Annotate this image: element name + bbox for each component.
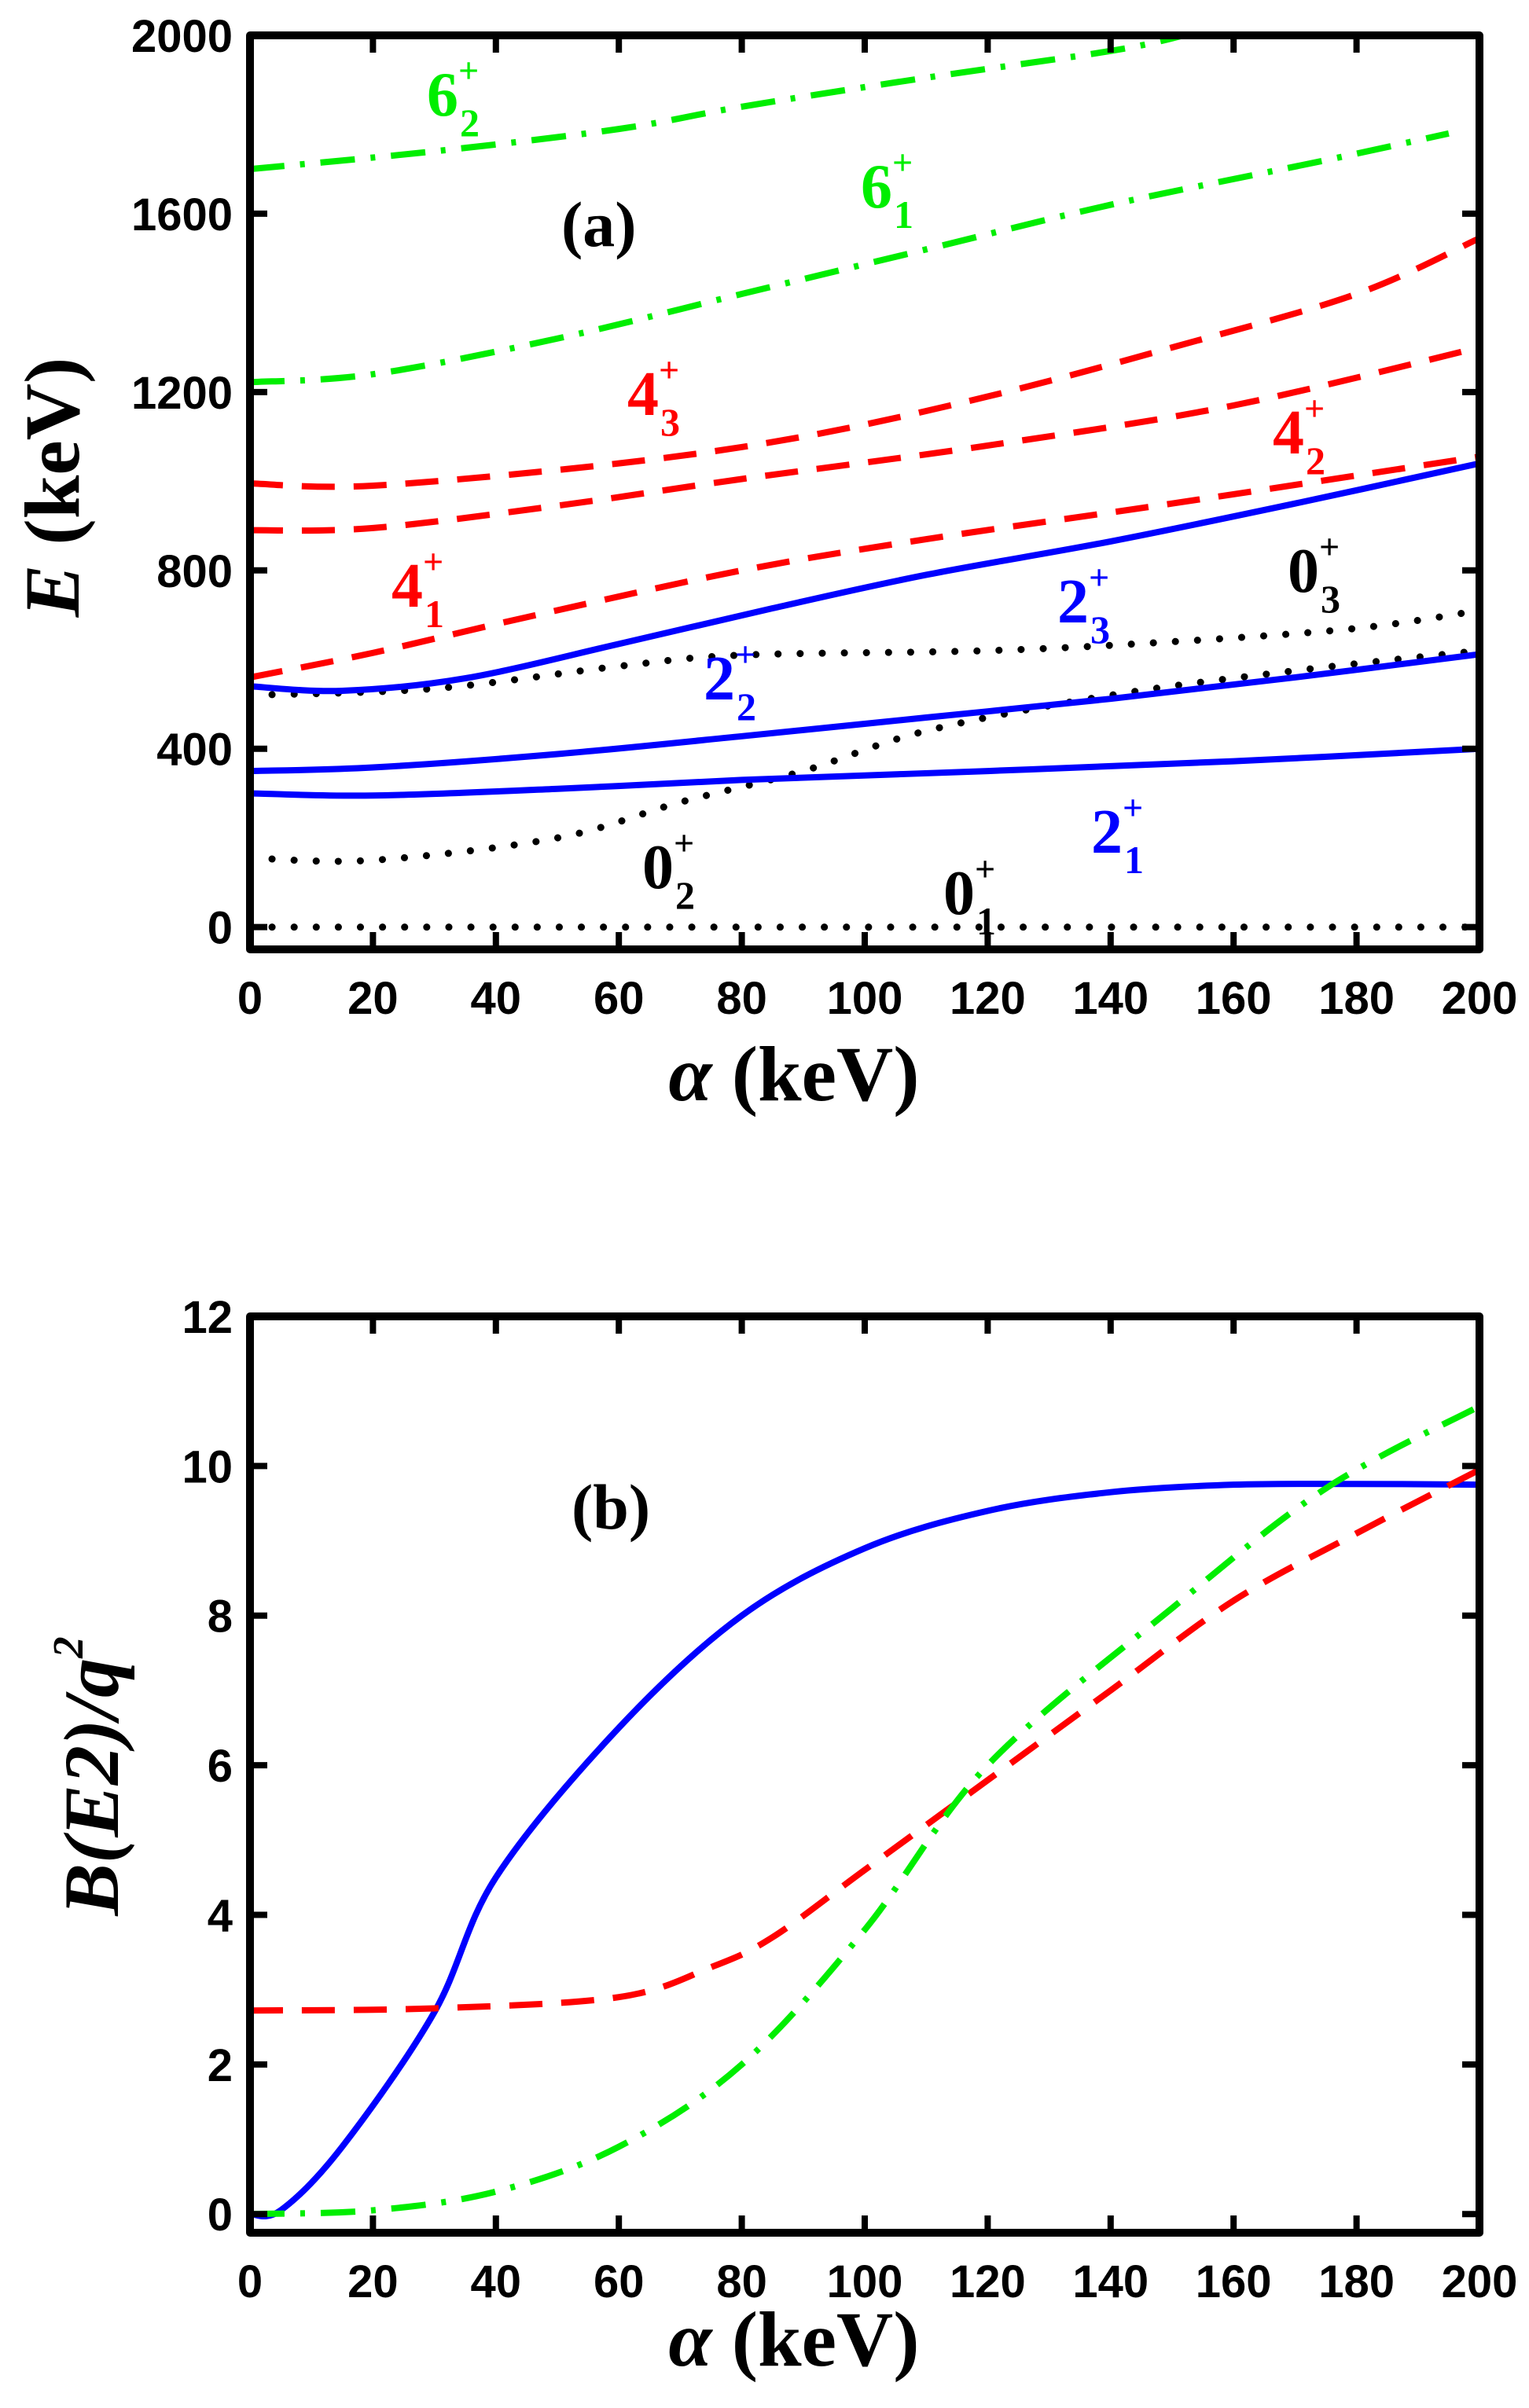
x-tick-label: 40 xyxy=(471,973,522,1024)
state-label-sub: 3 xyxy=(1090,608,1110,652)
y-tick-label: 1600 xyxy=(131,189,233,240)
x-tick-label: 100 xyxy=(827,973,903,1024)
x-tick-label: 0 xyxy=(237,2256,263,2307)
series-line-6 xyxy=(250,453,1479,681)
state-label-sub: 2 xyxy=(1306,439,1325,483)
series-line-5 xyxy=(250,460,1479,695)
x-tick-label: 140 xyxy=(1072,973,1149,1024)
y-axis-text: B(E2)/q xyxy=(48,1658,135,1917)
y-tick-label: 400 xyxy=(156,725,233,776)
x-tick-label: 200 xyxy=(1442,2256,1518,2307)
x-axis-symbol: α xyxy=(668,2296,713,2383)
x-tick-label: 160 xyxy=(1196,973,1272,1024)
x-axis-title-b: α (keV) xyxy=(668,2296,919,2383)
x-tick-label: 100 xyxy=(827,2256,903,2307)
x-axis-unit: (keV) xyxy=(712,2296,920,2383)
x-tick-label: 20 xyxy=(347,2256,399,2307)
state-label-sup: + xyxy=(892,142,913,182)
x-tick-label: 40 xyxy=(471,2256,522,2307)
x-tick-label: 60 xyxy=(594,2256,645,2307)
x-tick-label: 80 xyxy=(716,973,767,1024)
state-label-sub: 3 xyxy=(1321,577,1340,621)
state-label-sub: 1 xyxy=(425,592,444,636)
state-label-sub: 3 xyxy=(660,400,680,444)
series-line-0 xyxy=(250,1481,1479,2220)
y-tick-label: 800 xyxy=(156,546,233,597)
state-label-main: 6 xyxy=(861,152,892,222)
x-tick-label: 120 xyxy=(950,2256,1026,2307)
y-tick-label: 0 xyxy=(208,2190,233,2241)
state-label-sup: + xyxy=(1304,388,1325,428)
y-tick-label: 4 xyxy=(208,1890,233,1941)
y-axis-symbol: E xyxy=(9,565,96,619)
state-label-sub: 2 xyxy=(675,873,695,917)
y-tick-label: 2000 xyxy=(131,11,233,62)
x-tick-label: 60 xyxy=(594,973,645,1024)
state-label-main: 0 xyxy=(642,833,674,902)
state-label-main: 0 xyxy=(943,859,975,928)
x-tick-label: 0 xyxy=(237,973,263,1024)
series-line-9 xyxy=(250,130,1450,386)
state-label-sub: 1 xyxy=(894,193,913,237)
state-label-main: 4 xyxy=(391,552,423,621)
y-tick-label: 6 xyxy=(208,1741,233,1792)
y-axis-sup: 2 xyxy=(44,1636,92,1659)
x-axis-unit: (keV) xyxy=(712,1030,920,1118)
state-label-main: 2 xyxy=(1057,567,1089,637)
state-label-sup: + xyxy=(423,541,443,582)
chart-panel-b: (b) B(E2)/q2 α (keV) 0 20 40 60 80 100 120 140 1… xyxy=(44,1292,1517,2383)
state-label-main: 0 xyxy=(1288,537,1319,606)
series-line-1 xyxy=(250,1466,1479,2014)
y-tick-label: 1200 xyxy=(131,368,233,419)
series-line-4 xyxy=(250,651,1479,775)
y-tick-label: 0 xyxy=(208,903,233,954)
series-line-8 xyxy=(250,235,1479,490)
x-axis-symbol: α xyxy=(668,1030,713,1118)
state-label-main: 6 xyxy=(427,61,458,130)
state-label-sub: 2 xyxy=(737,685,756,729)
series-line-7 xyxy=(250,344,1479,534)
state-label-sup: + xyxy=(674,823,694,863)
x-tick-label: 80 xyxy=(716,2256,767,2307)
chart-panel-a: (a) E (keV) α (keV) 0 +10 +20 +32 +12 +22 +34 +… xyxy=(9,11,1517,1118)
x-tick-label: 140 xyxy=(1072,2256,1149,2307)
x-tick-label: 180 xyxy=(1318,973,1395,1024)
series-line-3 xyxy=(250,745,1479,799)
plot-frame xyxy=(246,1312,1483,2237)
state-label-sub: 2 xyxy=(460,101,480,145)
x-tick-label: 180 xyxy=(1318,2256,1395,2307)
x-tick-label: 120 xyxy=(950,973,1026,1024)
x-tick-label: 160 xyxy=(1196,2256,1272,2307)
y-tick-label: 8 xyxy=(208,1591,233,1643)
state-label-sup: + xyxy=(1123,787,1143,828)
y-axis-title-a: E (keV) xyxy=(9,358,96,619)
state-label-sup: + xyxy=(975,849,995,889)
state-label-main: 4 xyxy=(1273,398,1304,468)
state-label-sup: + xyxy=(458,50,479,90)
state-label-sup: + xyxy=(1089,557,1109,597)
state-label-sub: 1 xyxy=(1124,838,1144,882)
series-line-10 xyxy=(250,35,1185,173)
state-label-main: 4 xyxy=(627,360,659,429)
x-tick-label: 200 xyxy=(1442,973,1518,1024)
y-tick-label: 10 xyxy=(182,1441,233,1492)
state-label-sup: + xyxy=(659,350,679,390)
state-label-sup: + xyxy=(735,634,755,674)
x-axis-title-a: α (keV) xyxy=(668,1030,919,1118)
y-axis-title-b: B(E2)/q2 xyxy=(44,1636,135,1916)
panel-label-a: (a) xyxy=(561,189,637,260)
x-tick-label: 20 xyxy=(347,973,399,1024)
state-label-sup: + xyxy=(1319,527,1340,567)
state-label-main: 2 xyxy=(1091,798,1123,867)
y-tick-label: 2 xyxy=(208,2040,233,2091)
y-tick-label: 12 xyxy=(182,1292,233,1343)
panel-label-b: (b) xyxy=(572,1471,650,1543)
state-label-main: 2 xyxy=(704,644,735,714)
series-line-2 xyxy=(250,607,1479,699)
series-line-2 xyxy=(250,1403,1479,2218)
y-axis-unit: (keV) xyxy=(9,358,96,565)
